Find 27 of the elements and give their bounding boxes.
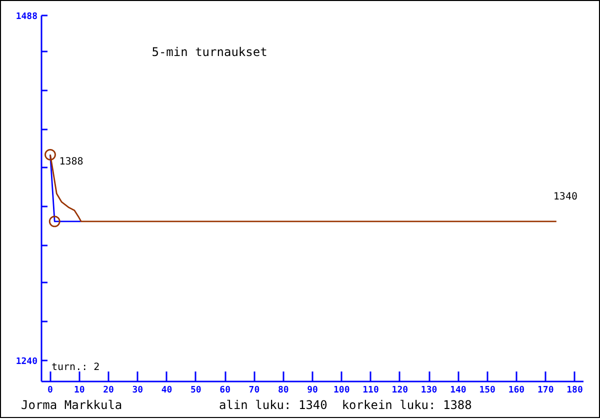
y-tick-label: 1240	[16, 357, 38, 368]
annotation: turn.: 2	[52, 362, 100, 373]
x-tick-label: 80	[278, 386, 289, 396]
x-tick-label: 150	[479, 386, 496, 396]
y-tick-label: 1488	[16, 12, 38, 22]
x-tick-label: 30	[132, 386, 144, 396]
data-label: 1388	[59, 156, 84, 168]
x-tick-label: 60	[220, 386, 231, 396]
x-tick-label: 100	[334, 386, 350, 396]
x-tick-label: 120	[392, 386, 408, 396]
x-tick-label: 140	[450, 386, 466, 396]
text: Jorma Markkula	[21, 397, 122, 413]
x-tick-label: 0	[48, 386, 53, 396]
x-tick-label: 130	[420, 386, 438, 396]
x-tick-label: 70	[248, 386, 260, 396]
x-tick-label: 160	[508, 386, 525, 396]
x-tick-label: 10	[74, 386, 85, 396]
x-tick-label: 40	[161, 386, 172, 396]
x-tick-label: 50	[190, 386, 202, 396]
x-tick-label: 20	[103, 386, 114, 396]
text: alin luku: 1340 korkein luku: 1388	[219, 397, 472, 413]
x-tick-label: 180	[566, 386, 583, 396]
x-tick-label: 90	[307, 386, 318, 396]
x-tick-label: 170	[537, 386, 554, 396]
data-label: 1340	[553, 191, 578, 202]
x-tick-label: 110	[362, 386, 379, 396]
text: 5-min turnaukset	[152, 45, 268, 60]
